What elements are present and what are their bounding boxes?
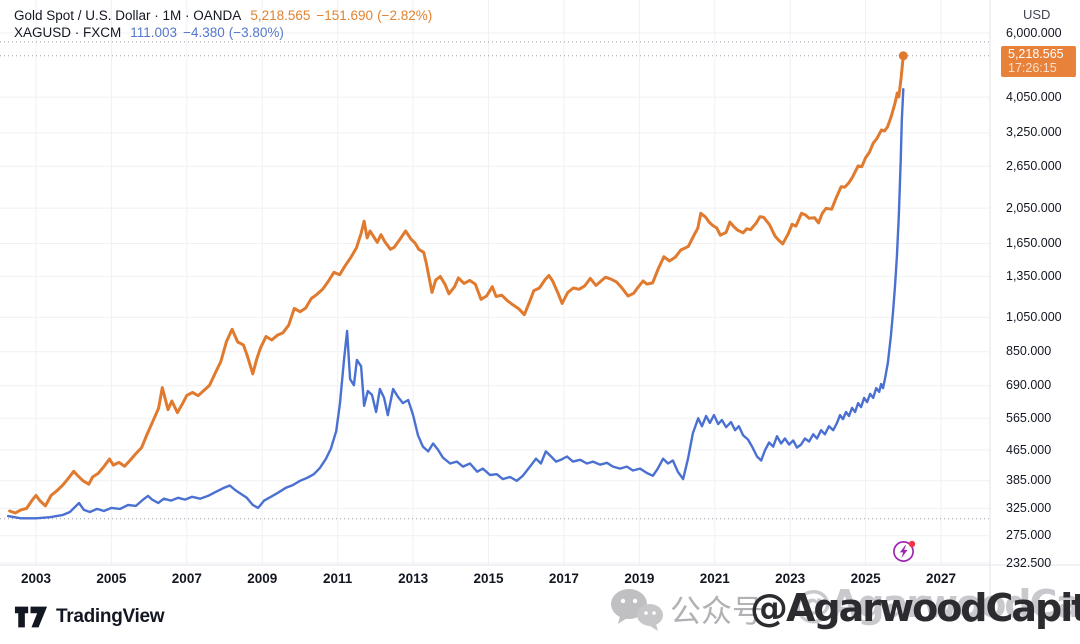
price-tick-label: 6,000.000 <box>1006 25 1062 40</box>
price-tick-label: 1,050.000 <box>1006 309 1062 324</box>
alert-dot-icon <box>908 540 916 548</box>
price-tick-label: 232.500 <box>1006 555 1052 570</box>
flash-event-marker[interactable] <box>891 538 917 564</box>
year-tick-label: 2021 <box>699 571 730 586</box>
year-tick-label: 2015 <box>473 571 504 586</box>
brand-name: TradingView <box>56 606 165 627</box>
price-tick-label: 1,650.000 <box>1006 236 1062 250</box>
bar-countdown: 17:26:15 <box>1008 60 1057 75</box>
year-tick-label: 2019 <box>624 571 655 586</box>
year-tick-label: 2027 <box>926 571 957 586</box>
price-tick-label: 385.000 <box>1006 473 1052 488</box>
tradingview-logo[interactable]: TradingView <box>14 605 165 629</box>
last-price-silver: 111.003 <box>130 25 178 40</box>
grid <box>0 0 990 565</box>
tradingview-glyph-icon <box>14 606 48 628</box>
year-tick-label: 2013 <box>398 571 429 586</box>
price-tick-label: 2,050.000 <box>1006 200 1062 215</box>
change-gold: −151.690 <box>316 8 374 23</box>
price-tick-label: 565.000 <box>1006 410 1052 425</box>
last-point-marker-gold <box>898 51 908 61</box>
price-tick-label: 325.000 <box>1006 500 1052 515</box>
price-tick-label: 4,050.000 <box>1006 89 1062 104</box>
price-tick-label: 275.000 <box>1006 528 1052 543</box>
legend-row-silver[interactable]: XAGUSD · FXCM 111.003 −4.380 (−3.80%) <box>14 24 432 41</box>
price-tick-label: 690.000 <box>1006 378 1052 393</box>
price-tick-label: 2,650.000 <box>1006 158 1062 173</box>
year-tick-label: 2007 <box>171 571 202 586</box>
year-tick-label: 2009 <box>247 571 278 586</box>
price-tick-label: 3,250.000 <box>1006 125 1062 140</box>
currency-label: USD <box>1023 7 1051 22</box>
series-line-gold <box>8 54 905 515</box>
legend: Gold Spot / U.S. Dollar · 1M · OANDA 5,21… <box>14 7 432 41</box>
year-tick-label: 2005 <box>96 571 127 586</box>
change-pct-gold: (−2.82%) <box>377 8 433 23</box>
year-tick-label: 2023 <box>775 571 806 586</box>
price-tick-label: 465.000 <box>1006 442 1052 457</box>
last-price-label-box[interactable]: 5,218.565 17:26:15 <box>1001 45 1076 77</box>
year-tick-label: 2011 <box>323 571 353 586</box>
lightning-icon <box>893 540 916 562</box>
price-axis[interactable]: USD 5,218.565 17:26:15 6,000.000 4,050.00… <box>990 0 1080 600</box>
change-silver: −4.380 <box>183 25 225 40</box>
legend-row-gold[interactable]: Gold Spot / U.S. Dollar · 1M · OANDA 5,21… <box>14 7 432 24</box>
price-tick-label: 850.000 <box>1006 344 1052 359</box>
change-pct-silver: (−3.80%) <box>228 25 284 40</box>
last-price-gold: 5,218.565 <box>250 8 311 23</box>
year-tick-label: 2025 <box>850 571 881 586</box>
series-line-silver <box>6 87 905 520</box>
symbol-title-silver: XAGUSD · FXCM <box>14 25 122 40</box>
price-tick-label: 1,350.000 <box>1006 268 1062 283</box>
year-tick-label: 2017 <box>548 571 579 586</box>
last-price-value: 5,218.565 <box>1008 46 1064 61</box>
time-axis[interactable]: 2003 2005 2007 2009 2011 2013 2015 2017 2019 2021… <box>0 565 990 599</box>
symbol-title-gold: Gold Spot / U.S. Dollar · 1M · OANDA <box>14 8 242 23</box>
year-tick-label: 2003 <box>20 571 52 586</box>
